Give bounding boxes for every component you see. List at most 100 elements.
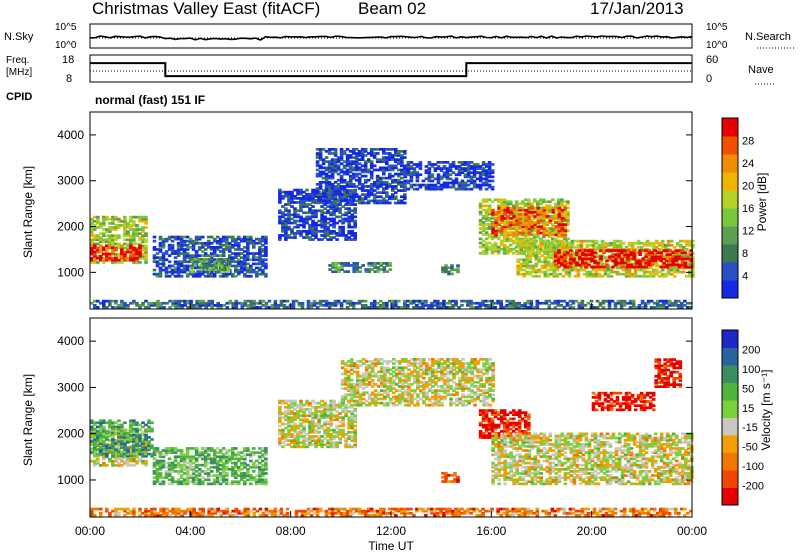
power-cell xyxy=(484,247,489,251)
power-cell xyxy=(439,183,444,187)
power-cell xyxy=(654,241,659,245)
power-cell xyxy=(394,180,398,184)
power-cell xyxy=(370,262,374,265)
power-cell xyxy=(554,214,558,218)
power-cell xyxy=(185,256,190,259)
power-cell xyxy=(524,213,528,216)
power-cell xyxy=(582,268,587,272)
power-cell xyxy=(514,202,519,206)
power-cell xyxy=(548,231,553,235)
power-cell xyxy=(439,175,444,179)
power-cell xyxy=(152,248,157,251)
power-cell xyxy=(650,259,654,263)
power-cell xyxy=(566,265,570,269)
power-cell xyxy=(333,185,338,188)
power-cell xyxy=(561,246,566,249)
power-cell xyxy=(105,230,109,233)
power-cell xyxy=(305,215,309,219)
power-cell xyxy=(457,167,462,170)
power-cell xyxy=(182,248,187,251)
power-cell xyxy=(527,252,531,255)
power-cell xyxy=(120,252,124,256)
power-cell xyxy=(255,258,259,262)
power-cell xyxy=(215,248,220,251)
power-cell xyxy=(553,299,558,303)
power-cell xyxy=(90,228,94,231)
power-cell xyxy=(644,255,648,259)
power-cell xyxy=(457,165,462,168)
power-cell xyxy=(360,306,365,309)
power-cell xyxy=(221,254,226,257)
power-cell xyxy=(291,299,296,303)
power-cell xyxy=(330,170,335,174)
power-cell xyxy=(287,215,291,219)
power-cell xyxy=(609,243,614,247)
power-cell xyxy=(436,306,440,309)
power-cell xyxy=(341,197,345,200)
power-cell xyxy=(150,301,154,305)
power-cell xyxy=(252,241,256,245)
power-cell xyxy=(523,247,528,251)
power-cell xyxy=(484,204,489,208)
power-cell xyxy=(657,274,662,278)
power-cell xyxy=(382,172,386,176)
power-cell xyxy=(592,306,597,309)
power-cell xyxy=(406,299,410,303)
power-cell xyxy=(252,243,256,247)
power-cell xyxy=(361,264,365,267)
power-cell xyxy=(546,264,551,268)
power-cell xyxy=(111,252,115,256)
power-cell xyxy=(512,233,516,237)
power-cell xyxy=(111,215,115,219)
power-cell xyxy=(569,259,573,263)
power-cell xyxy=(357,183,362,186)
power-cell xyxy=(240,260,244,264)
power-cell xyxy=(218,250,223,253)
velocity-cell xyxy=(150,446,154,450)
power-cell xyxy=(182,266,187,270)
power-cell xyxy=(654,246,659,249)
power-cell xyxy=(430,187,435,191)
velocity-cell xyxy=(167,447,172,450)
power-cell xyxy=(436,299,440,303)
power-cell xyxy=(490,249,495,253)
power-cell xyxy=(427,175,432,179)
power-cell xyxy=(347,211,351,215)
power-cell xyxy=(302,203,306,206)
velocity-cell xyxy=(170,482,175,486)
velocity-cell xyxy=(99,452,103,456)
power-cell xyxy=(114,228,118,231)
power-cell xyxy=(155,262,160,266)
velocity-cell xyxy=(90,427,94,431)
power-cell xyxy=(542,198,546,202)
power-cell xyxy=(234,243,238,247)
power-cell xyxy=(472,167,477,170)
power-cell xyxy=(333,168,338,172)
power-cell xyxy=(481,183,486,187)
power-cell xyxy=(158,268,163,272)
power-cell xyxy=(442,161,447,164)
power-cell xyxy=(487,204,492,208)
power-cell xyxy=(123,258,127,262)
power-cell xyxy=(314,223,318,227)
power-cell xyxy=(323,211,327,215)
power-cell xyxy=(360,168,365,172)
power-cell xyxy=(369,183,374,186)
power-cell xyxy=(475,167,480,170)
power-cell xyxy=(305,221,309,225)
velocity-cell xyxy=(152,463,157,467)
power-cell xyxy=(237,252,241,255)
power-cell xyxy=(478,241,483,245)
power-cell xyxy=(484,198,489,202)
power-cell xyxy=(391,299,395,303)
power-cell xyxy=(613,306,618,309)
power-cell xyxy=(311,211,315,215)
power-cell xyxy=(499,231,504,234)
velocity-cell xyxy=(155,478,160,482)
power-cell xyxy=(580,304,585,307)
velocity-cell xyxy=(117,423,121,427)
power-cell xyxy=(324,178,329,182)
power-cell xyxy=(564,248,569,251)
velocity-cell xyxy=(96,452,100,456)
power-cell xyxy=(339,199,344,203)
